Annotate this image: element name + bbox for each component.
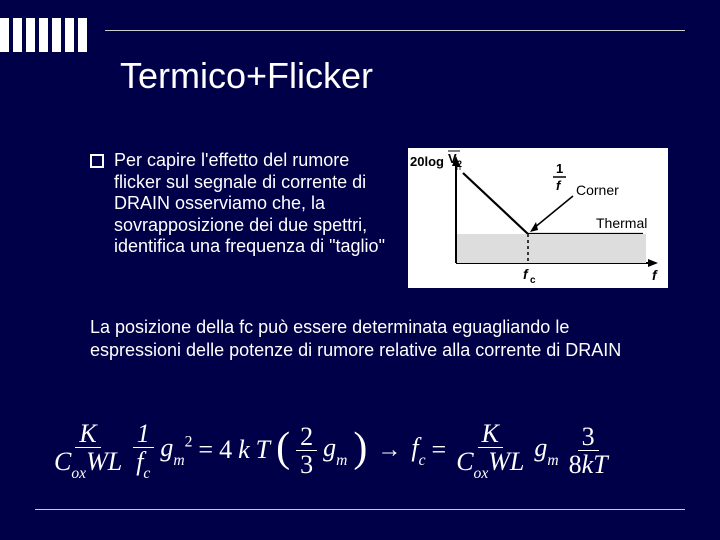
corner-decoration: [0, 18, 87, 52]
paragraph-2: La posizione della fc può essere determi…: [90, 316, 650, 361]
bullet-marker: [90, 154, 104, 168]
chart-ylabel: 20log: [410, 154, 444, 169]
bottom-rule: [35, 509, 685, 510]
svg-text:n: n: [456, 162, 461, 172]
chart-corner-label: Corner: [576, 182, 619, 198]
equation: K CoxWL 1 fc gm2 = 4kT ( 2 3 gm ) → fc =…: [50, 420, 690, 481]
bullet-text: Per capire l'effetto del rumore flicker …: [114, 150, 390, 258]
content-area: Per capire l'effetto del rumore flicker …: [90, 150, 685, 361]
bullet-text-wrap: Per capire l'effetto del rumore flicker …: [90, 150, 390, 258]
slide-title: Termico+Flicker: [120, 55, 373, 97]
chart-thermal-label: Thermal: [596, 215, 647, 231]
svg-text:c: c: [530, 275, 536, 286]
noise-spectrum-chart: 20log V 2 n 1 f Corner Thermal f c f: [408, 148, 668, 288]
bullet-row: Per capire l'effetto del rumore flicker …: [90, 150, 685, 288]
svg-text:1: 1: [556, 161, 563, 176]
top-rule: [105, 30, 685, 31]
